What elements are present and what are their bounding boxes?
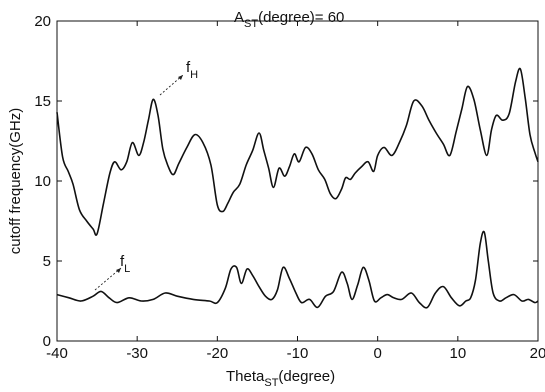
y-axis-title: cutoff frequency(GHz) [7, 108, 24, 254]
chart-title: AST(degree)= 60 [234, 9, 344, 30]
x-tick-label-5: 10 [449, 345, 466, 362]
chart-title-main: A [234, 9, 244, 26]
x-tick-label-0: -40 [46, 345, 68, 362]
plot-layer: -40 -30 -20 -10 0 10 20 0 5 10 15 20 [34, 13, 545, 362]
x-axis-title-main: Theta [226, 368, 265, 385]
series-label-fH: fH [186, 59, 198, 81]
x-tick-label-3: -10 [287, 345, 309, 362]
y-tick-label-1: 5 [43, 253, 51, 270]
plot-frame [56, 20, 539, 342]
series-line-fL [56, 230, 539, 309]
x-tick-label-4: 0 [373, 345, 381, 362]
x-tick-label-1: -30 [126, 345, 148, 362]
y-tick-label-2: 10 [34, 173, 51, 190]
y-tick-label-0: 0 [43, 333, 51, 350]
series-line-fH [56, 67, 539, 236]
fL-annotation-arrow [94, 267, 122, 291]
x-axis-title: ThetaST(degree) [226, 368, 335, 389]
fL-arrowhead [116, 268, 121, 273]
chart-title-subscript: ST [244, 18, 258, 30]
series-label-fL: fL [120, 253, 130, 275]
fH-arrowhead [178, 75, 183, 80]
chart-title-rest: (degree)= 60 [258, 9, 344, 26]
x-axis-title-rest: (degree) [278, 368, 335, 385]
fH-annotation-arrow [159, 74, 184, 96]
x-axis-title-subscript: ST [264, 377, 278, 389]
y-tick-label-3: 15 [34, 93, 51, 110]
y-tick-label-4: 20 [34, 13, 51, 30]
x-tick-label-2: -20 [206, 345, 228, 362]
x-tick-label-6: 20 [530, 345, 545, 362]
